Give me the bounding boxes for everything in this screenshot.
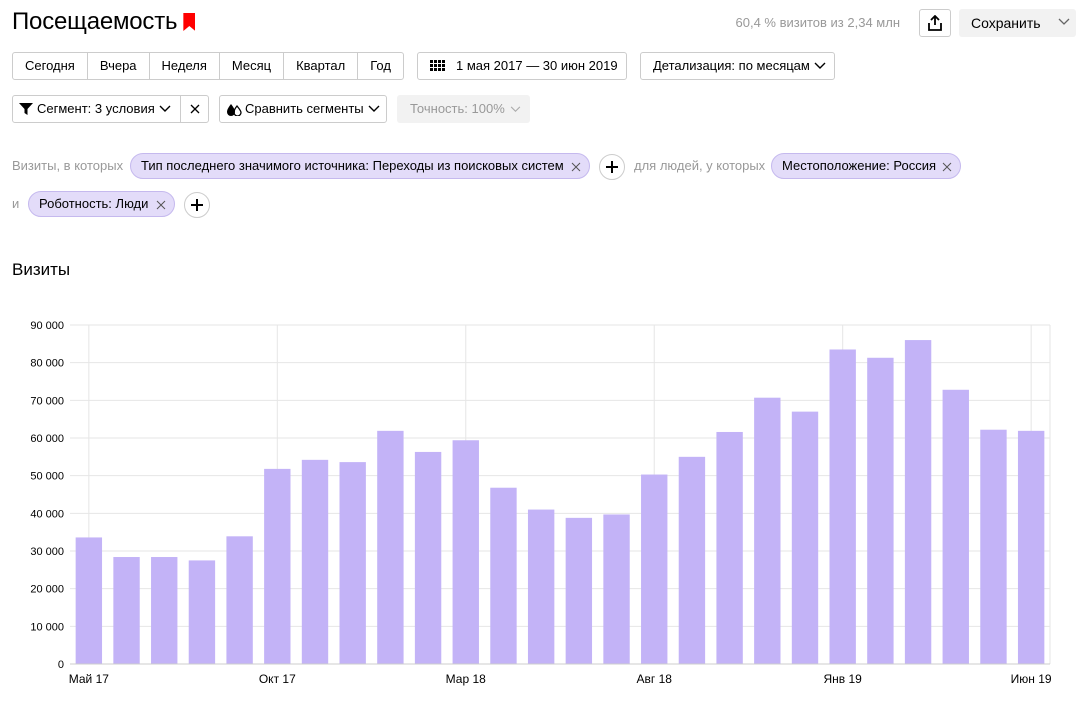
y-tick-label: 80 000 [30, 358, 64, 370]
chart-title: Визиты [12, 260, 71, 279]
bar-17[interactable] [678, 456, 706, 664]
bar-7[interactable] [301, 459, 329, 664]
bar-16[interactable] [641, 474, 668, 664]
y-tick-label: 0 [58, 659, 64, 671]
bar-23[interactable] [904, 340, 932, 664]
compare-label: Сравнить сегменты [245, 101, 364, 116]
bookmark-icon[interactable] [183, 13, 196, 31]
bar-21[interactable] [829, 349, 856, 664]
bar-1[interactable] [75, 537, 103, 664]
calendar-icon [430, 60, 445, 71]
filter-chip-source-label: Тип последнего значимого источника: Пере… [141, 158, 564, 173]
bar-15[interactable] [603, 514, 630, 664]
add-condition-button[interactable] [599, 154, 625, 180]
close-icon[interactable] [942, 162, 952, 172]
clear-segment-button[interactable] [181, 104, 208, 114]
bar-26[interactable] [1017, 430, 1045, 664]
chevron-down-icon [1058, 18, 1070, 25]
period-year[interactable]: Год [370, 58, 391, 73]
plus-icon [191, 199, 203, 211]
y-tick-label: 50 000 [30, 471, 64, 483]
x-tick-label: Июн 19 [1011, 672, 1052, 686]
share-button[interactable] [919, 9, 951, 37]
bar-18[interactable] [716, 431, 743, 664]
bar-9[interactable] [377, 430, 404, 664]
bar-8[interactable] [339, 462, 366, 664]
bar-24[interactable] [942, 389, 969, 664]
filter-visits-label: Визиты, в которых [12, 158, 124, 173]
period-yesterday[interactable]: Вчера [88, 53, 150, 79]
bar-14[interactable] [565, 517, 593, 664]
filter-chip-location-label: Местоположение: Россия [782, 158, 936, 173]
x-tick-label: Янв 19 [824, 672, 863, 686]
filter-chip-robots[interactable]: Роботность: Люди [28, 191, 175, 217]
bar-3[interactable] [151, 557, 178, 664]
chevron-down-icon [368, 105, 380, 112]
add-people-condition-button[interactable] [184, 192, 210, 218]
chevron-down-icon [814, 62, 826, 69]
x-tick-label: Окт 17 [259, 672, 296, 686]
period-quarter[interactable]: Квартал [284, 53, 359, 79]
period-selector: Сегодня Вчера Неделя Месяц Квартал Год [12, 52, 404, 80]
page-title: Посещаемость [12, 8, 196, 36]
save-button-label: Сохранить [971, 15, 1041, 31]
y-tick-label: 30 000 [30, 546, 64, 558]
y-tick-label: 40 000 [30, 508, 64, 520]
date-range-label: 1 мая 2017 — 30 июн 2019 [456, 58, 618, 73]
filter-icon [19, 103, 33, 115]
filter-chip-location[interactable]: Местоположение: Россия [771, 153, 961, 179]
date-range-picker[interactable]: 1 мая 2017 — 30 июн 2019 [417, 52, 627, 80]
bar-2[interactable] [113, 557, 140, 664]
x-tick-label: Май 17 [69, 672, 110, 686]
segment-control: Сегмент: 3 условия [12, 95, 209, 123]
bar-11[interactable] [452, 440, 479, 664]
save-button[interactable]: Сохранить [959, 9, 1076, 37]
bar-5[interactable] [226, 536, 253, 664]
x-tick-label: Авг 18 [637, 672, 673, 686]
bar-20[interactable] [791, 411, 819, 664]
close-icon[interactable] [571, 162, 581, 172]
chevron-down-icon [511, 106, 521, 113]
y-tick-label: 90 000 [30, 320, 64, 332]
segment-dropdown[interactable]: Сегмент: 3 условия [13, 96, 182, 122]
y-tick-label: 60 000 [30, 433, 64, 445]
bar-10[interactable] [414, 451, 442, 664]
bar-6[interactable] [264, 468, 291, 664]
bar-19[interactable] [754, 397, 781, 664]
bar-22[interactable] [867, 357, 894, 664]
period-month[interactable]: Месяц [220, 53, 285, 79]
visits-bar-chart: 0 10 000 20 000 30 000 40 000 50 000 60 000 70 … [30, 320, 1052, 686]
plus-icon [606, 161, 618, 173]
detail-label: Детализация: по месяцам [653, 58, 810, 73]
filter-people-label: для людей, у которых [634, 158, 766, 173]
filter-chip-source[interactable]: Тип последнего значимого источника: Пере… [130, 153, 590, 179]
close-icon[interactable] [156, 200, 166, 210]
bar-4[interactable] [188, 560, 216, 664]
drops-icon [227, 103, 242, 116]
detail-dropdown[interactable]: Детализация: по месяцам [640, 52, 835, 80]
accuracy-dropdown[interactable]: Точность: 100% [397, 95, 530, 123]
share-icon [928, 15, 942, 31]
bar-13[interactable] [527, 509, 555, 664]
close-icon [190, 104, 200, 114]
y-tick-label: 70 000 [30, 395, 64, 407]
visits-summary: 60,4 % визитов из 2,34 млн [735, 15, 900, 30]
filter-chip-robots-label: Роботность: Люди [39, 196, 149, 211]
segment-label: Сегмент: 3 условия [37, 101, 155, 116]
period-today[interactable]: Сегодня [13, 53, 88, 79]
bar-25[interactable] [980, 429, 1007, 664]
x-tick-label: Мар 18 [446, 672, 486, 686]
accuracy-label: Точность: 100% [410, 101, 505, 116]
filter-and-label: и [12, 196, 20, 211]
period-week[interactable]: Неделя [150, 53, 220, 79]
bar-12[interactable] [490, 487, 517, 664]
y-tick-label: 10 000 [30, 621, 64, 633]
compare-segments-dropdown[interactable]: Сравнить сегменты [219, 95, 387, 123]
y-tick-label: 20 000 [30, 584, 64, 596]
chevron-down-icon [159, 105, 171, 112]
